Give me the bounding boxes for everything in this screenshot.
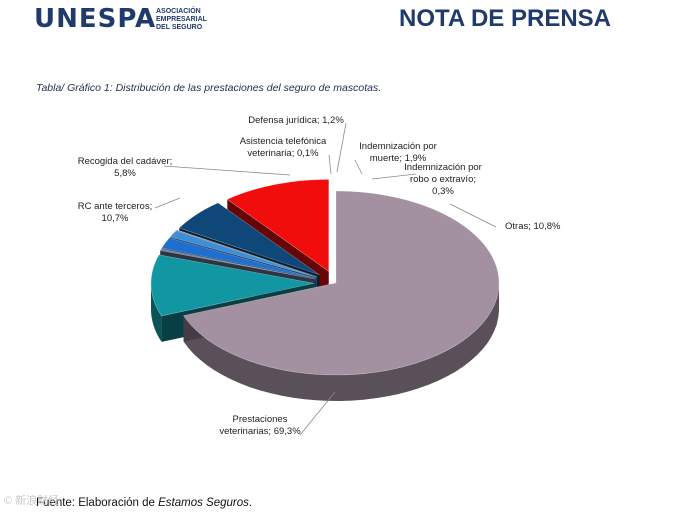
slice-label-line: muerte; 1,9%: [370, 153, 427, 164]
slice-label-line: 5,8%: [114, 168, 136, 179]
slice-label-line: Indemnización por: [404, 162, 482, 173]
slice-label: Defensa jurídica; 1,2%: [248, 115, 344, 126]
slice-label: Prestaciones veterinarias; 69,3%: [219, 414, 301, 437]
slice-label-line: Recogida del cadáver;: [78, 156, 173, 167]
slice-top: [161, 237, 316, 279]
pie-slice: [183, 190, 500, 401]
leader-line: [163, 165, 291, 176]
slice-label-line: Otras; 10,8%: [505, 221, 561, 232]
source-suffix: .: [248, 497, 253, 509]
slice-label-line: Defensa jurídica; 1,2%: [248, 115, 344, 126]
slice-label-line: 0,3%: [432, 186, 454, 197]
logo-subtitle-line: DEL SEGURO: [156, 24, 203, 31]
slice-label-line: Prestaciones: [233, 414, 288, 425]
leader-line: [449, 203, 497, 228]
slice-label: Recogida del cadáver; 5,8%: [78, 156, 173, 179]
slice-top: [226, 179, 330, 272]
leader-line: [299, 391, 336, 436]
slice-label: Asistencia telefónica veterinaria; 0,1%: [240, 136, 327, 159]
logo-subtitle: ASOCIACIÓN EMPRESARIAL DEL SEGURO: [156, 8, 236, 32]
pie-labels: Prestaciones veterinarias; 69,3% Otras; 10…: [78, 115, 561, 437]
slice-top: [178, 202, 320, 276]
slice-label-line: Indemnización por: [359, 141, 437, 152]
slice-top: [159, 248, 316, 280]
slice-label-line: veterinarias; 69,3%: [219, 426, 301, 437]
unespa-logo: UNESPA: [34, 4, 157, 34]
slice-label-line: robo o extravío;: [410, 174, 476, 185]
slice-label: Indemnización por robo o extravío; 0,3%: [404, 162, 482, 197]
pie-chart: Prestaciones veterinarias; 69,3% Otras; 10…: [78, 115, 561, 437]
slice-label-line: veterinaria; 0,1%: [247, 148, 319, 159]
slice-side-wall: [183, 285, 499, 401]
leader-line: [328, 154, 332, 175]
slice-label-line: Asistencia telefónica: [240, 136, 327, 147]
press-release-title: NOTA DE PRENSA: [398, 5, 611, 32]
leader-line: [154, 197, 181, 209]
header: UNESPA ASOCIACIÓN EMPRESARIAL DEL SEGURO…: [0, 0, 689, 40]
pie-slices: [150, 179, 500, 401]
leader-line: [354, 159, 363, 175]
logo-subtitle-line: ASOCIACIÓN: [156, 8, 201, 15]
source-footnote: Fuente: Elaboración de Estamos Seguros.: [36, 497, 252, 509]
slice-label-line: RC ante terceros;: [78, 201, 152, 212]
chart-caption: Tabla/ Gráfico 1: Distribución de las pr…: [36, 82, 382, 94]
source-prefix: Fuente: Elaboración de: [36, 497, 159, 509]
logo-subtitle-line: EMPRESARIAL: [156, 16, 207, 23]
slice-label-line: 10,7%: [102, 213, 129, 224]
slice-top: [150, 254, 315, 317]
slice-side-wall: [151, 282, 162, 342]
slice-top: [169, 230, 317, 278]
slice-top: [175, 229, 318, 278]
slice-label: RC ante terceros; 10,7%: [78, 201, 152, 224]
leader-line: [371, 173, 417, 180]
leader-line: [336, 122, 347, 173]
watermark: © 新浪财经: [4, 495, 60, 507]
source-name: Estamos Seguros: [158, 497, 249, 509]
slice-label: Otras; 10,8%: [505, 221, 561, 232]
slice-top: [183, 190, 500, 376]
slice-label: Indemnización por muerte; 1,9%: [359, 141, 437, 164]
